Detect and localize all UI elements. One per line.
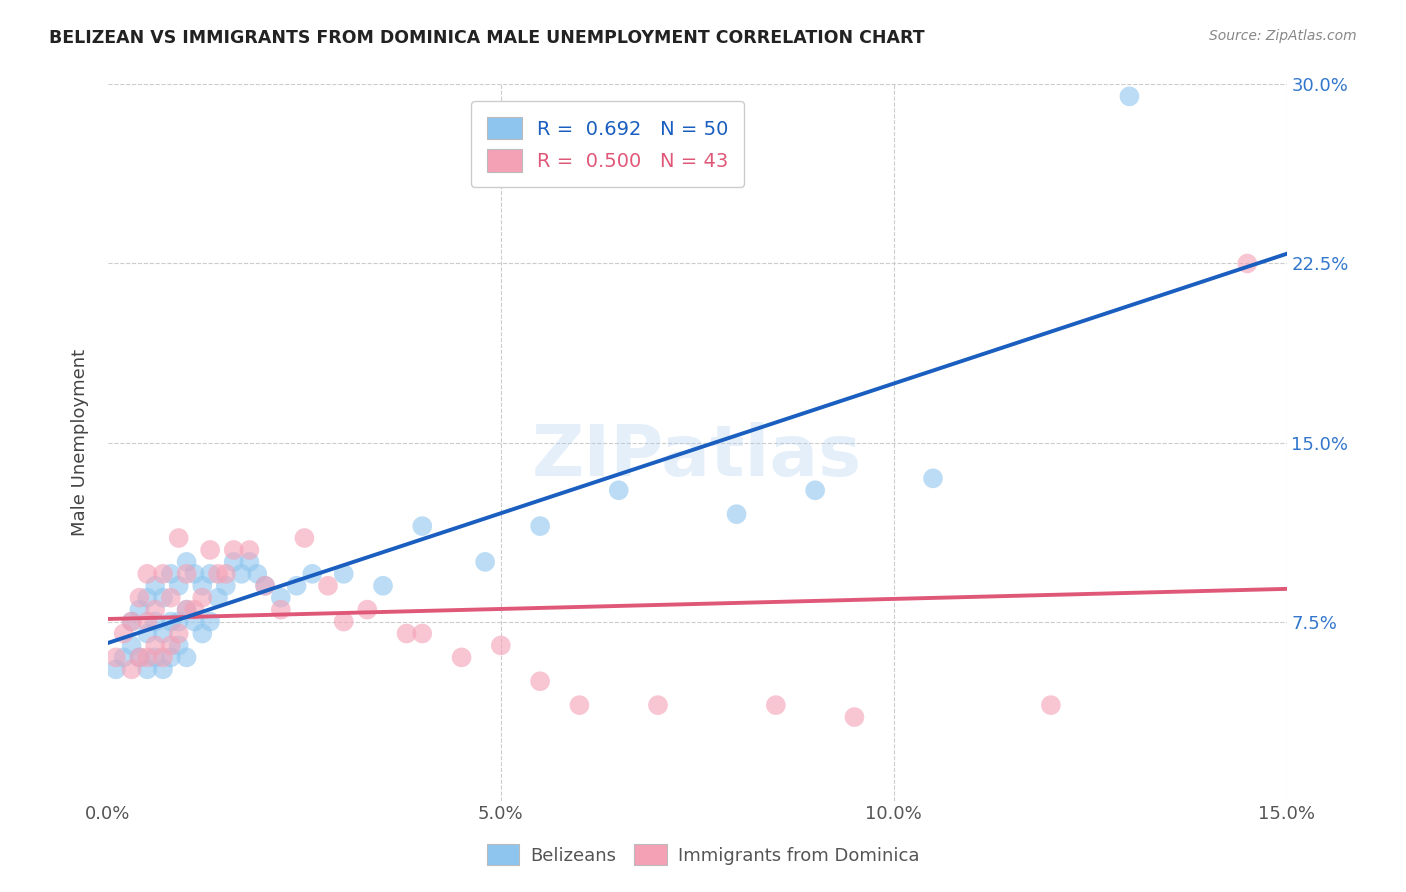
Point xyxy=(191,579,214,593)
Point xyxy=(128,591,150,605)
Y-axis label: Male Unemployment: Male Unemployment xyxy=(72,349,89,536)
Point xyxy=(167,531,190,545)
Point xyxy=(198,615,221,629)
Point xyxy=(143,579,166,593)
Point xyxy=(844,710,866,724)
Point xyxy=(231,566,253,581)
Point xyxy=(143,615,166,629)
Point xyxy=(167,615,190,629)
Point xyxy=(411,626,433,640)
Point xyxy=(128,650,150,665)
Point xyxy=(176,602,198,616)
Point xyxy=(489,639,512,653)
Point xyxy=(160,639,183,653)
Point xyxy=(222,555,245,569)
Point xyxy=(160,615,183,629)
Point xyxy=(254,579,277,593)
Point xyxy=(136,566,159,581)
Point xyxy=(121,615,143,629)
Point xyxy=(167,579,190,593)
Legend: R =  0.692   N = 50, R =  0.500   N = 43: R = 0.692 N = 50, R = 0.500 N = 43 xyxy=(471,102,744,187)
Point xyxy=(136,650,159,665)
Point xyxy=(136,615,159,629)
Point xyxy=(1039,698,1062,713)
Point xyxy=(167,626,190,640)
Point xyxy=(121,639,143,653)
Point xyxy=(529,674,551,689)
Point xyxy=(356,602,378,616)
Point xyxy=(183,602,205,616)
Text: BELIZEAN VS IMMIGRANTS FROM DOMINICA MALE UNEMPLOYMENT CORRELATION CHART: BELIZEAN VS IMMIGRANTS FROM DOMINICA MAL… xyxy=(49,29,925,46)
Point xyxy=(1236,256,1258,270)
Point xyxy=(474,555,496,569)
Point xyxy=(152,662,174,676)
Point xyxy=(332,615,354,629)
Point xyxy=(176,566,198,581)
Point xyxy=(922,471,945,485)
Point xyxy=(270,591,292,605)
Point xyxy=(607,483,630,498)
Text: Source: ZipAtlas.com: Source: ZipAtlas.com xyxy=(1209,29,1357,43)
Point xyxy=(176,602,198,616)
Point xyxy=(143,639,166,653)
Point xyxy=(191,626,214,640)
Point xyxy=(207,591,229,605)
Point xyxy=(121,662,143,676)
Point xyxy=(238,543,260,558)
Point xyxy=(270,602,292,616)
Point xyxy=(725,507,748,521)
Point xyxy=(160,650,183,665)
Point xyxy=(316,579,339,593)
Point xyxy=(112,650,135,665)
Point xyxy=(246,566,269,581)
Point xyxy=(765,698,787,713)
Point xyxy=(568,698,591,713)
Point xyxy=(301,566,323,581)
Point xyxy=(136,591,159,605)
Point xyxy=(215,579,238,593)
Point xyxy=(183,566,205,581)
Point xyxy=(332,566,354,581)
Point xyxy=(176,650,198,665)
Point xyxy=(371,579,394,593)
Point xyxy=(128,602,150,616)
Point xyxy=(152,566,174,581)
Point xyxy=(294,531,316,545)
Point xyxy=(143,602,166,616)
Point xyxy=(160,566,183,581)
Point xyxy=(104,662,127,676)
Point xyxy=(254,579,277,593)
Point xyxy=(450,650,472,665)
Legend: Belizeans, Immigrants from Dominica: Belizeans, Immigrants from Dominica xyxy=(478,835,928,874)
Text: ZIPatlas: ZIPatlas xyxy=(533,422,862,491)
Point xyxy=(152,626,174,640)
Point xyxy=(183,615,205,629)
Point xyxy=(285,579,308,593)
Point xyxy=(104,650,127,665)
Point xyxy=(136,626,159,640)
Point xyxy=(152,650,174,665)
Point xyxy=(198,543,221,558)
Point xyxy=(198,566,221,581)
Point xyxy=(136,662,159,676)
Point xyxy=(207,566,229,581)
Point xyxy=(647,698,669,713)
Point xyxy=(222,543,245,558)
Point xyxy=(121,615,143,629)
Point xyxy=(529,519,551,533)
Point xyxy=(238,555,260,569)
Point xyxy=(128,650,150,665)
Point xyxy=(215,566,238,581)
Point xyxy=(395,626,418,640)
Point xyxy=(112,626,135,640)
Point xyxy=(143,650,166,665)
Point xyxy=(152,591,174,605)
Point xyxy=(1118,89,1140,103)
Point xyxy=(160,591,183,605)
Point xyxy=(176,555,198,569)
Point xyxy=(804,483,827,498)
Point xyxy=(411,519,433,533)
Point xyxy=(167,639,190,653)
Point xyxy=(191,591,214,605)
